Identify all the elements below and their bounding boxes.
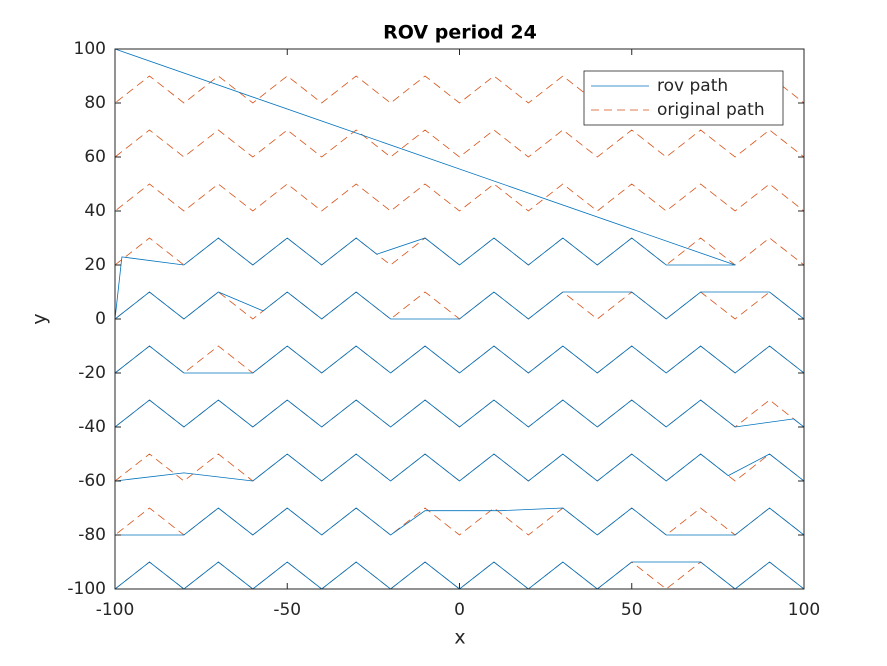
y-tick-label: 0 [95,309,106,329]
chart-title: ROV period 24 [383,22,537,44]
y-tick-label: -40 [78,417,106,437]
series-line [115,49,804,589]
y-tick-label: -60 [78,471,106,491]
x-tick-label: -100 [96,600,135,620]
y-tick-label: 40 [84,201,106,221]
x-tick-label: 100 [788,600,820,620]
y-tick-label: 20 [84,255,106,275]
y-axis-label: y [29,313,51,324]
legend-label: original path [657,100,765,120]
x-tick-label: -50 [273,600,301,620]
x-tick-label: 0 [454,600,465,620]
legend-label: rov path [657,76,728,96]
y-tick-label: 60 [84,147,106,167]
legend-box [583,70,784,126]
y-tick-label: 100 [74,39,106,59]
x-axis-label: x [454,627,465,649]
x-tick-label: 50 [621,600,643,620]
y-tick-label: 80 [84,93,106,113]
y-tick-label: -20 [78,363,106,383]
plot-lines [115,49,804,589]
y-tick-label: -80 [78,525,106,545]
y-tick-label: -100 [67,579,106,599]
